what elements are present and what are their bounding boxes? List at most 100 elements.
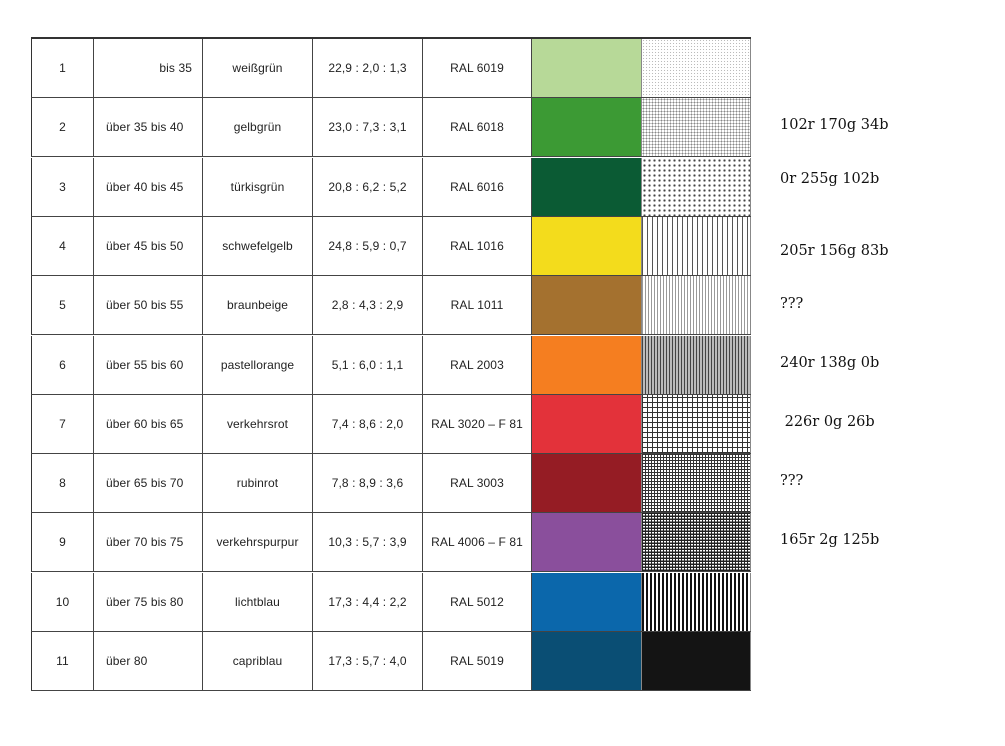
color-name: türkisgrün — [203, 157, 313, 216]
color-name: pastellorange — [203, 335, 313, 394]
color-swatch-fill — [532, 632, 641, 690]
color-name: verkehrsrot — [203, 394, 313, 453]
row-number: 1 — [31, 39, 94, 97]
value-range: über 45 bis 50 — [94, 216, 203, 275]
hatch-pattern — [641, 157, 751, 216]
hatch-pattern-fill — [642, 276, 750, 335]
hatch-pattern — [641, 276, 751, 335]
color-swatch — [532, 216, 641, 275]
hatch-pattern-fill — [642, 632, 750, 690]
hatch-pattern — [641, 39, 751, 97]
rgb-note: ??? — [780, 296, 804, 312]
color-swatch — [532, 394, 641, 453]
table-row: 4 über 45 bis 50 schwefelgelb 24,8 : 5,9 : … — [31, 216, 751, 276]
row-number: 5 — [31, 276, 94, 335]
row-number: 8 — [31, 454, 94, 513]
hatch-pattern — [641, 572, 751, 631]
table-row: 7 über 60 bis 65 verkehrsrot 7,4 : 8,6 : 2,… — [31, 394, 751, 454]
color-name: verkehrspurpur — [203, 513, 313, 572]
rgb-note: 165r 2g 125b — [780, 532, 880, 548]
color-name: capriblau — [203, 632, 313, 690]
value-range: über 60 bis 65 — [94, 394, 203, 453]
ral-code: RAL 3003 — [423, 454, 532, 513]
rgb-note: 0r 255g 102b — [780, 171, 880, 187]
color-ratio: 23,0 : 7,3 : 3,1 — [313, 98, 423, 157]
color-swatch-fill — [532, 572, 641, 631]
color-swatch — [532, 632, 641, 690]
color-swatch-fill — [532, 276, 641, 335]
table-row: 10 über 75 bis 80 lichtblau 17,3 : 4,4 : 2,… — [31, 572, 751, 632]
hatch-pattern-fill — [642, 157, 750, 216]
hatch-pattern — [641, 335, 751, 394]
color-swatch — [532, 335, 641, 394]
row-number: 9 — [31, 513, 94, 572]
row-number: 11 — [31, 632, 94, 690]
hatch-pattern-fill — [642, 394, 750, 453]
ral-code: RAL 6018 — [423, 98, 532, 157]
row-number: 6 — [31, 335, 94, 394]
hatch-pattern-fill — [642, 572, 750, 631]
color-swatch-fill — [532, 98, 641, 157]
color-name: lichtblau — [203, 572, 313, 631]
color-swatch-fill — [532, 513, 641, 572]
rgb-notes-column: 102r 170g 34b 0r 255g 102b 205r 156g 83b… — [780, 0, 1000, 746]
color-ratio: 20,8 : 6,2 : 5,2 — [313, 157, 423, 216]
table-row: 5 über 50 bis 55 braunbeige 2,8 : 4,3 : 2,9… — [31, 276, 751, 336]
color-name: weißgrün — [203, 39, 313, 97]
hatch-pattern-fill — [642, 98, 750, 157]
hatch-pattern-fill — [642, 216, 750, 275]
color-swatch — [532, 39, 641, 97]
ral-code: RAL 2003 — [423, 335, 532, 394]
ral-code: RAL 6016 — [423, 157, 532, 216]
hatch-pattern-fill — [642, 335, 750, 394]
table-row: 8 über 65 bis 70 rubinrot 7,8 : 8,9 : 3,6 RA… — [31, 454, 751, 514]
table-row: 6 über 55 bis 60 pastellorange 5,1 : 6,0 : … — [31, 335, 751, 395]
color-swatch — [532, 454, 641, 513]
color-swatch — [532, 98, 641, 157]
hatch-pattern-fill — [642, 39, 750, 97]
row-number: 3 — [31, 157, 94, 216]
value-range: über 35 bis 40 — [94, 98, 203, 157]
ral-code: RAL 4006 – F 81 — [423, 513, 532, 572]
row-number: 7 — [31, 394, 94, 453]
ral-code: RAL 1011 — [423, 276, 532, 335]
rgb-note: 240r 138g 0b — [780, 355, 880, 371]
color-ratio: 2,8 : 4,3 : 2,9 — [313, 276, 423, 335]
color-ratio: 17,3 : 5,7 : 4,0 — [313, 632, 423, 690]
value-range: über 80 — [94, 632, 203, 690]
rgb-note: 205r 156g 83b — [780, 243, 889, 259]
table-row: 3 über 40 bis 45 türkisgrün 20,8 : 6,2 : 5,… — [31, 157, 751, 217]
table-row: 9 über 70 bis 75 verkehrspurpur 10,3 : 5,7 … — [31, 513, 751, 573]
ral-code: RAL 3020 – F 81 — [423, 394, 532, 453]
table-top-rule — [31, 37, 751, 39]
color-table: 1 bis 35 weißgrün 22,9 : 2,0 : 1,3 RAL 6019 2… — [31, 37, 751, 691]
color-name: braunbeige — [203, 276, 313, 335]
value-range: über 55 bis 60 — [94, 335, 203, 394]
ral-code: RAL 1016 — [423, 216, 532, 275]
ral-code: RAL 6019 — [423, 39, 532, 97]
rgb-note: 102r 170g 34b — [780, 117, 889, 133]
color-ratio: 7,8 : 8,9 : 3,6 — [313, 454, 423, 513]
color-ratio: 10,3 : 5,7 : 3,9 — [313, 513, 423, 572]
hatch-pattern-fill — [642, 454, 750, 513]
hatch-pattern — [641, 216, 751, 275]
color-swatch-fill — [532, 216, 641, 275]
hatch-pattern — [641, 632, 751, 690]
row-number: 2 — [31, 98, 94, 157]
row-number: 10 — [31, 572, 94, 631]
color-swatch-fill — [532, 454, 641, 513]
hatch-pattern — [641, 454, 751, 513]
hatch-pattern — [641, 513, 751, 572]
color-name: schwefelgelb — [203, 216, 313, 275]
color-ratio: 24,8 : 5,9 : 0,7 — [313, 216, 423, 275]
color-ratio: 5,1 : 6,0 : 1,1 — [313, 335, 423, 394]
color-swatch-fill — [532, 394, 641, 453]
ral-code: RAL 5012 — [423, 572, 532, 631]
color-swatch-fill — [532, 157, 641, 216]
color-ratio: 7,4 : 8,6 : 2,0 — [313, 394, 423, 453]
color-ratio: 22,9 : 2,0 : 1,3 — [313, 39, 423, 97]
value-range: bis 35 — [94, 39, 203, 97]
value-range: über 50 bis 55 — [94, 276, 203, 335]
table-row: 1 bis 35 weißgrün 22,9 : 2,0 : 1,3 RAL 6019 — [31, 39, 751, 98]
color-swatch-fill — [532, 335, 641, 394]
